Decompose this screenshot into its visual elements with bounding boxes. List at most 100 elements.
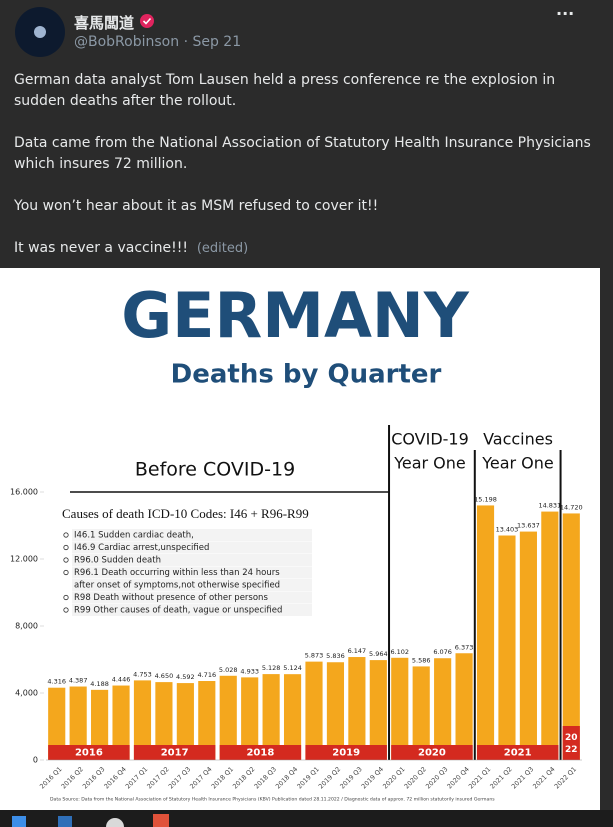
paragraph: It was never a vaccine!!! (edited) [14, 238, 596, 259]
bar [434, 658, 452, 760]
value-label: 4.188 [90, 680, 109, 688]
bar [176, 683, 194, 760]
bar [348, 657, 366, 760]
handle[interactable]: @BobRobinson [74, 34, 180, 50]
value-label: 5.128 [262, 664, 281, 672]
separator: · [183, 34, 189, 50]
value-label: 4.316 [47, 678, 66, 686]
bar [326, 662, 345, 760]
bar [48, 687, 66, 760]
bar [133, 680, 152, 760]
date[interactable]: Sep 21 [192, 34, 242, 50]
value-label: 14.720 [560, 503, 583, 511]
legend-bullet [63, 594, 69, 601]
value-label: 4.650 [155, 672, 174, 680]
value-label: 5.873 [305, 652, 324, 660]
bar [369, 660, 387, 760]
annotation: Before COVID-19 [135, 459, 295, 481]
value-label: 6.076 [433, 648, 452, 656]
paragraph: You won’t hear about it as MSM refused t… [14, 198, 379, 214]
legend-bullet [63, 532, 69, 538]
legend-item-background [72, 554, 312, 566]
post-background [0, 0, 613, 268]
legend-bullet [63, 569, 69, 576]
value-label: 5.586 [412, 656, 431, 664]
y-tick-label: 16.000 [10, 488, 38, 497]
legend-bullet [63, 607, 69, 613]
bar [283, 674, 302, 760]
source-note: Data Source: Data from the National Asso… [50, 797, 495, 803]
y-tick-label: 4,000 [15, 689, 38, 698]
y-tick-label: 8,000 [15, 622, 38, 631]
y-tick-label: 12.000 [10, 555, 38, 564]
annotation: Year One [481, 454, 554, 473]
chart-subtitle: Deaths by Quarter [171, 360, 442, 390]
year-band [133, 745, 216, 760]
author-name[interactable]: 喜馬闆道 [74, 14, 135, 32]
verified-badge [140, 14, 154, 28]
value-label: 5.964 [369, 650, 388, 658]
legend-item: R99 Other causes of death, vague or unsp… [74, 606, 282, 616]
legend-item: I46.1 Sudden cardiac death, [74, 531, 194, 541]
year-band [476, 745, 559, 760]
bar [412, 666, 430, 760]
year-band [48, 745, 130, 760]
menu-button[interactable]: ··· [556, 4, 575, 23]
year-band [219, 745, 302, 760]
bar [241, 677, 259, 760]
taskbar-icon[interactable] [12, 816, 26, 827]
legend-item: I46.9 Cardiac arrest,unspecified [74, 543, 209, 553]
value-label: 4.753 [133, 670, 152, 678]
bar [455, 653, 473, 760]
verified-check [142, 17, 152, 25]
value-label: 15.198 [474, 495, 497, 503]
legend-item: after onset of symptoms,not otherwise sp… [74, 581, 280, 591]
year-band [305, 745, 387, 760]
year-label: 2020 [418, 748, 446, 759]
legend-item-background [72, 529, 312, 541]
bar [305, 661, 323, 760]
legend-item: R98 Death without presence of other pers… [74, 593, 268, 603]
bar [262, 674, 280, 760]
taskbar-icon[interactable] [153, 814, 169, 827]
value-label: 5.836 [326, 652, 345, 660]
year-label: 2016 [75, 748, 103, 759]
annotation: Vaccines [483, 430, 553, 449]
value-label: 6.147 [348, 647, 367, 655]
legend-item-background [72, 566, 312, 579]
annotation: COVID-19 [391, 430, 469, 449]
year-band [562, 726, 580, 760]
bar [219, 675, 237, 760]
bar [498, 535, 516, 760]
value-label: 13.637 [517, 522, 540, 530]
scrollbar [600, 268, 613, 810]
bar [198, 681, 216, 760]
value-label: 14.831 [538, 502, 561, 510]
value-label: 13.403 [496, 525, 519, 533]
value-label: 4.446 [112, 676, 131, 684]
legend-bullet [63, 544, 69, 551]
legend-item-background [72, 541, 312, 554]
annotation: Year One [393, 454, 466, 473]
paragraph: Data came from the National Association … [14, 135, 591, 172]
year-label: 2017 [161, 748, 189, 759]
legend-item: R96.0 Sudden death [74, 556, 161, 566]
value-label: 5.028 [219, 666, 238, 674]
value-label: 5.124 [283, 664, 302, 672]
edited-label: (edited) [196, 241, 249, 256]
bar [91, 689, 109, 760]
paragraph-text: It was never a vaccine!!! [14, 240, 188, 256]
paragraph: German data analyst Tom Lausen held a pr… [14, 72, 556, 109]
legend-bullet [63, 557, 69, 563]
value-label: 6.102 [390, 648, 409, 656]
bar [69, 686, 87, 760]
bar [476, 505, 495, 760]
year-label: 2018 [246, 748, 274, 759]
year-band [391, 745, 473, 760]
value-label: 4.592 [176, 673, 195, 681]
taskbar-icon[interactable] [106, 818, 124, 827]
taskbar-icon[interactable] [58, 816, 72, 827]
value-label: 4.933 [240, 667, 259, 675]
post-meta: @BobRobinson · Sep 21 [74, 34, 241, 50]
year-label: 2021 [504, 748, 532, 759]
